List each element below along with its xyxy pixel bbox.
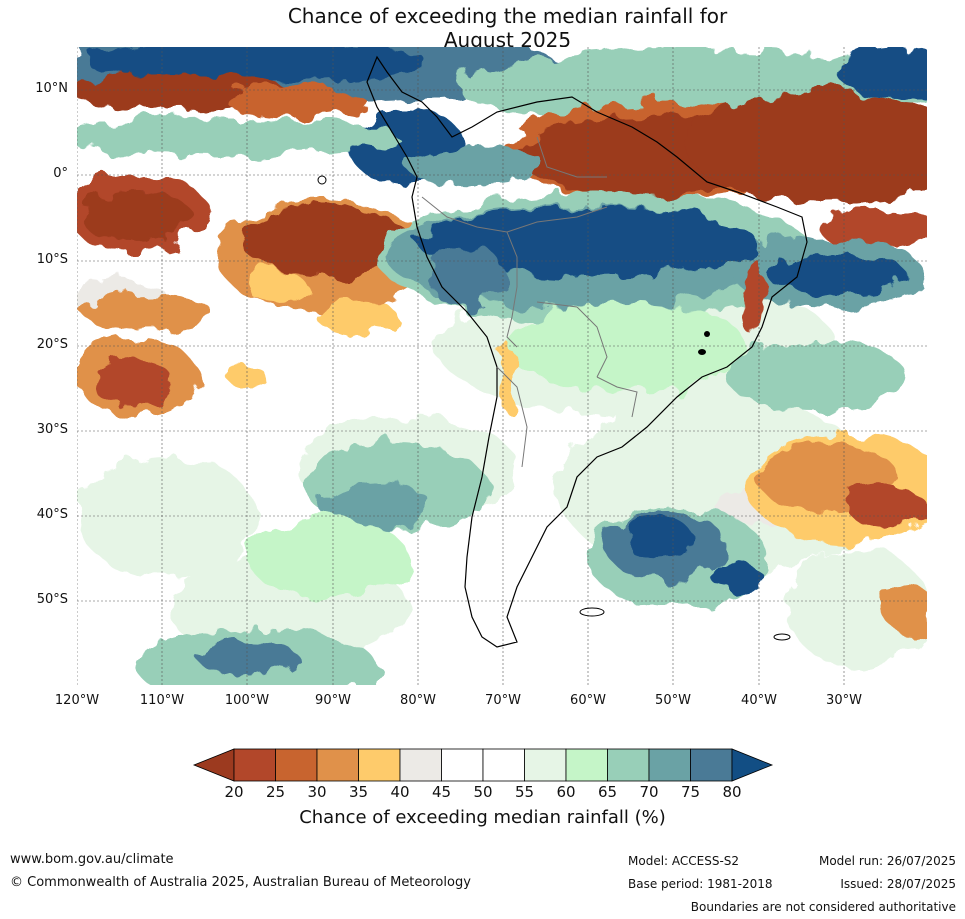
lon-label-50w: 50°W <box>655 693 691 708</box>
colorbar-tick-label: 75 <box>680 783 701 801</box>
lat-label-10s: 10°S <box>36 252 68 267</box>
colorbar-tick-label: 35 <box>348 783 369 801</box>
copyright-text: © Commonwealth of Australia 2025, Austra… <box>10 875 471 890</box>
colorbar-tick-label: 60 <box>556 783 576 801</box>
colorbar-segment <box>399 748 442 782</box>
lon-label-110w: 110°W <box>139 693 185 708</box>
lat-label-50s: 50°S <box>36 592 68 607</box>
model-run-text: Model run: 26/07/2025 <box>818 854 956 868</box>
colorbar-segment <box>233 748 276 782</box>
lat-label-0: 0° <box>53 166 68 181</box>
colorbar-segment <box>690 748 733 782</box>
colorbar-arrow-low <box>192 748 235 782</box>
model-text: Model: ACCESS-S2 <box>628 854 740 868</box>
base-period-text: Base period: 1981-2018 <box>628 877 773 891</box>
title-line-1: Chance of exceeding the median rainfall … <box>287 4 728 28</box>
colorbar-segment <box>607 748 650 782</box>
colorbar-segment <box>275 748 318 782</box>
lon-label-120w: 120°W <box>54 693 100 708</box>
colorbar-tick-label: 80 <box>722 783 742 801</box>
lon-label-40w: 40°W <box>741 693 777 708</box>
colorbar-arrow-high <box>731 748 774 782</box>
lat-label-20s: 20°S <box>36 337 68 352</box>
colorbar-segment <box>524 748 567 782</box>
lon-label-90w: 90°W <box>315 693 351 708</box>
issued-text: Issued: 28/07/2025 <box>840 877 956 891</box>
colorbar-tick-label: 70 <box>639 783 659 801</box>
lon-label-80w: 80°W <box>400 693 436 708</box>
rainfall-map <box>77 47 927 685</box>
colorbar-segment <box>482 748 525 782</box>
colorbar-tick-label: 25 <box>265 783 286 801</box>
lat-label-10n: 10°N <box>35 81 68 96</box>
lon-label-60w: 60°W <box>570 693 606 708</box>
rainfall-map-svg <box>77 47 927 685</box>
country-boundaries <box>421 136 638 468</box>
colorbar-tick-label: 20 <box>224 783 244 801</box>
colorbar <box>192 748 774 782</box>
colorbar-segment <box>441 748 484 782</box>
website-url[interactable]: www.bom.gov.au/climate <box>10 852 174 867</box>
colorbar-segment <box>565 748 608 782</box>
colorbar-segment <box>358 748 401 782</box>
lon-label-70w: 70°W <box>485 693 521 708</box>
lat-label-30s: 30°S <box>36 422 68 437</box>
disclaimer-text: Boundaries are not considered authoritat… <box>690 900 956 914</box>
colorbar-tick-label: 65 <box>597 783 618 801</box>
colorbar-segment <box>316 748 359 782</box>
map-title: Chance of exceeding the median rainfall … <box>0 4 965 52</box>
colorbar-label: Chance of exceeding median rainfall (%) <box>299 807 666 828</box>
colorbar-tick-label: 40 <box>390 783 410 801</box>
colorbar-tick-label: 55 <box>514 783 535 801</box>
lon-label-30w: 30°W <box>826 693 862 708</box>
colorbar-tick-label: 50 <box>473 783 493 801</box>
south-america-coastline <box>366 55 808 648</box>
colorbar-segment <box>648 748 691 782</box>
colorbar-tick-label: 30 <box>307 783 327 801</box>
colorbar-tick-label: 45 <box>431 783 452 801</box>
lat-label-40s: 40°S <box>36 507 68 522</box>
lon-label-100w: 100°W <box>224 693 270 708</box>
